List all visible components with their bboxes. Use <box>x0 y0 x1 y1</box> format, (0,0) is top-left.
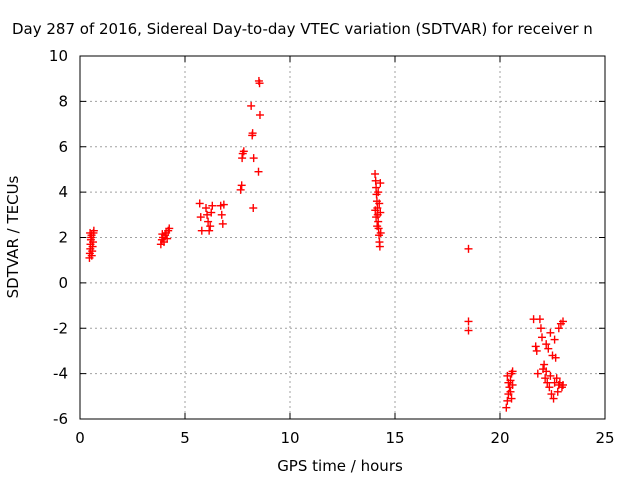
data-point <box>533 369 542 378</box>
data-point <box>247 101 256 110</box>
y-axis-label: SDTVAR / TECUs <box>4 175 22 298</box>
y-tick-label: 10 <box>49 47 68 65</box>
data-point <box>553 387 562 396</box>
data-point <box>376 228 385 237</box>
data-point <box>196 213 205 222</box>
data-point <box>208 201 217 210</box>
data-point <box>206 222 215 231</box>
data-point <box>544 344 553 353</box>
data-point <box>559 317 567 326</box>
y-tick-label: 8 <box>58 92 68 110</box>
y-tick-label: -6 <box>53 410 68 428</box>
y-tick-label: 6 <box>58 138 68 156</box>
y-tick-label: 0 <box>58 274 68 292</box>
x-tick-label: 15 <box>385 429 404 447</box>
data-point <box>207 208 216 217</box>
data-points <box>85 76 567 412</box>
data-point <box>532 346 541 355</box>
x-tick-label: 10 <box>280 429 299 447</box>
data-point <box>541 374 550 383</box>
data-point <box>504 378 513 387</box>
data-point <box>203 210 212 219</box>
data-point <box>464 244 473 253</box>
y-tick-label: 4 <box>58 183 68 201</box>
data-point <box>202 204 210 213</box>
chart-title: Day 287 of 2016, Sidereal Day-to-day VTE… <box>12 20 593 38</box>
data-point <box>158 230 167 239</box>
data-point <box>372 213 381 222</box>
data-point <box>239 147 248 156</box>
data-point <box>508 367 517 376</box>
data-point <box>255 110 264 119</box>
data-point <box>197 226 206 235</box>
y-tick-label: 2 <box>58 229 68 247</box>
data-point <box>502 403 511 412</box>
data-point <box>217 210 226 219</box>
data-point <box>86 228 95 237</box>
data-point <box>536 324 545 333</box>
data-point <box>538 333 546 342</box>
data-point <box>219 200 228 209</box>
data-point <box>372 183 381 192</box>
data-point <box>549 394 558 403</box>
data-point <box>376 208 385 217</box>
grid <box>80 56 605 419</box>
data-point <box>542 340 551 349</box>
data-point <box>506 387 515 396</box>
axis-ticks: 0 5 10 15 20 25 -6 -4 -2 0 2 4 6 8 10 <box>49 47 615 447</box>
x-tick-label: 25 <box>595 429 614 447</box>
data-point <box>464 317 473 326</box>
data-point <box>546 328 555 337</box>
x-tick-label: 0 <box>75 429 85 447</box>
data-point <box>236 185 245 194</box>
data-point <box>204 217 213 226</box>
data-point <box>550 335 559 344</box>
data-point <box>371 176 380 185</box>
data-point <box>89 238 98 247</box>
data-point <box>248 129 257 138</box>
data-point <box>542 367 551 376</box>
data-point <box>374 217 383 226</box>
x-tick-label: 20 <box>490 429 509 447</box>
data-point <box>165 224 174 233</box>
data-point <box>503 371 512 380</box>
data-point <box>254 167 263 176</box>
data-point <box>249 204 258 213</box>
data-point <box>547 390 556 399</box>
data-point <box>545 383 554 392</box>
data-point <box>375 199 384 208</box>
data-point <box>554 324 563 333</box>
data-point <box>237 181 246 190</box>
data-point <box>255 79 264 88</box>
data-point <box>249 154 258 163</box>
data-point <box>195 199 204 208</box>
y-tick-label: -2 <box>53 319 68 337</box>
x-axis-label: GPS time / hours <box>277 457 403 475</box>
x-tick-label: 5 <box>180 429 190 447</box>
data-point <box>371 206 380 215</box>
data-point <box>163 234 172 243</box>
data-point <box>559 380 567 389</box>
data-point <box>535 315 544 324</box>
data-point <box>552 374 561 383</box>
data-point <box>374 188 383 197</box>
data-point <box>550 378 559 387</box>
data-point <box>508 380 517 389</box>
data-point <box>503 396 512 405</box>
data-point <box>540 360 549 369</box>
data-point <box>464 326 473 335</box>
data-point <box>375 242 384 251</box>
data-point <box>507 394 516 403</box>
data-point <box>376 179 385 188</box>
data-point <box>546 371 555 380</box>
data-point <box>531 342 540 351</box>
data-point <box>551 353 560 362</box>
data-point <box>373 222 382 231</box>
data-point <box>543 378 552 387</box>
data-point <box>205 226 214 235</box>
data-point <box>371 169 380 178</box>
y-tick-label: -4 <box>53 365 68 383</box>
data-point <box>218 219 227 228</box>
